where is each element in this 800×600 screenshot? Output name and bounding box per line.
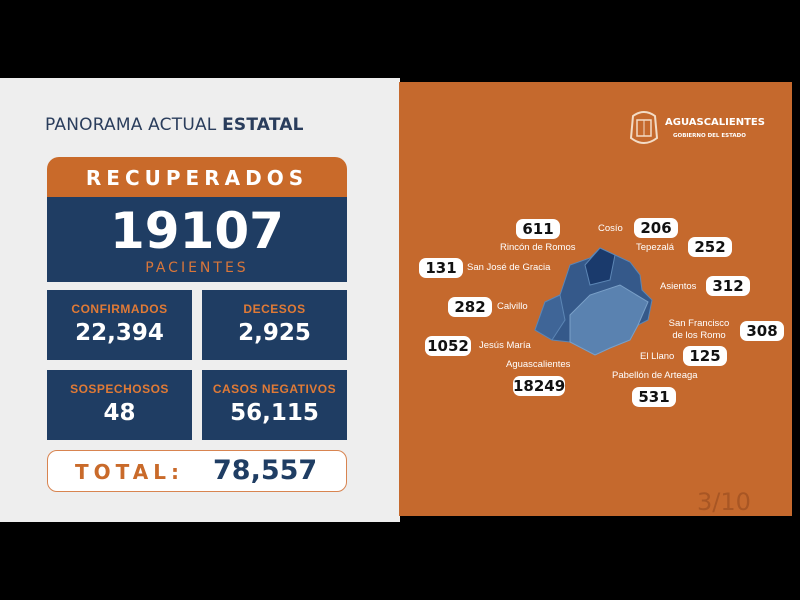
label-san-jose: San José de Gracia (467, 262, 551, 273)
total-label: TOTAL: (75, 460, 184, 484)
label-calvillo: Calvillo (497, 301, 528, 312)
value-san-francisco: 308 (740, 321, 784, 341)
recuperados-box: 19107 PACIENTES (47, 197, 347, 282)
value-asientos: 312 (706, 276, 750, 296)
label-asientos: Asientos (660, 281, 697, 292)
coat-of-arms-logo (629, 111, 659, 144)
map-region-calvillo (534, 294, 566, 341)
stat-casos-negativos: CASOS NEGATIVOS 56,115 (202, 370, 347, 440)
stat-decesos: DECESOS 2,925 (202, 290, 347, 360)
label-aguascalientes: Aguascalientes (506, 359, 571, 370)
value-tepezala: 252 (688, 237, 732, 257)
recuperados-header: RECUPERADOS (47, 157, 347, 197)
stat-confirmados: CONFIRMADOS 22,394 (47, 290, 192, 360)
value-rincon: 611 (516, 219, 560, 239)
stat-label: SOSPECHOSOS (70, 382, 169, 396)
label-el-llano: El Llano (640, 351, 675, 362)
recuperados-value: 19107 (110, 202, 284, 260)
value-calvillo: 282 (448, 297, 492, 317)
label-pabellon: Pabellón de Arteaga (612, 370, 698, 381)
stat-sospechosos: SOSPECHOSOS 48 (47, 370, 192, 440)
value-jesus-maria: 1052 (425, 336, 471, 356)
page-indicator: 3/10 (697, 488, 751, 516)
state-map (534, 247, 653, 356)
label-jesus-maria: Jesús María (479, 340, 531, 351)
total-value: 78,557 (213, 455, 318, 486)
label-san-francisco: San Francisco de los Romo (668, 318, 730, 341)
stat-value: 22,394 (75, 320, 164, 346)
total-box: TOTAL: 78,557 (47, 450, 347, 492)
title-bold: ESTATAL (222, 115, 304, 135)
map-region-rincon (584, 247, 616, 286)
stat-label: CASOS NEGATIVOS (212, 382, 337, 396)
label-tepezala: Tepezalá (636, 242, 675, 253)
stat-label: DECESOS (243, 302, 306, 316)
value-el-llano: 125 (683, 346, 727, 366)
value-cosio: 206 (634, 218, 678, 238)
stat-value: 56,115 (230, 400, 319, 426)
value-aguascalientes: 18249 (513, 376, 566, 396)
title-regular: PANORAMA ACTUAL (45, 115, 223, 135)
map-region-aguascalientes (569, 284, 649, 356)
value-pabellon: 531 (632, 387, 676, 407)
stat-value: 48 (103, 400, 136, 426)
logo-subtitle: GOBIERNO DEL ESTADO (673, 133, 746, 139)
label-cosio: Cosío (598, 223, 623, 234)
page-title: PANORAMA ACTUAL ESTATAL (45, 115, 304, 135)
logo-title: AGUASCALIENTES (665, 117, 765, 128)
recuperados-unit: PACIENTES (145, 260, 249, 276)
value-san-jose: 131 (419, 258, 463, 278)
label-rincon: Rincón de Romos (500, 242, 576, 253)
stat-label: CONFIRMADOS (71, 302, 168, 316)
stat-value: 2,925 (238, 320, 311, 346)
